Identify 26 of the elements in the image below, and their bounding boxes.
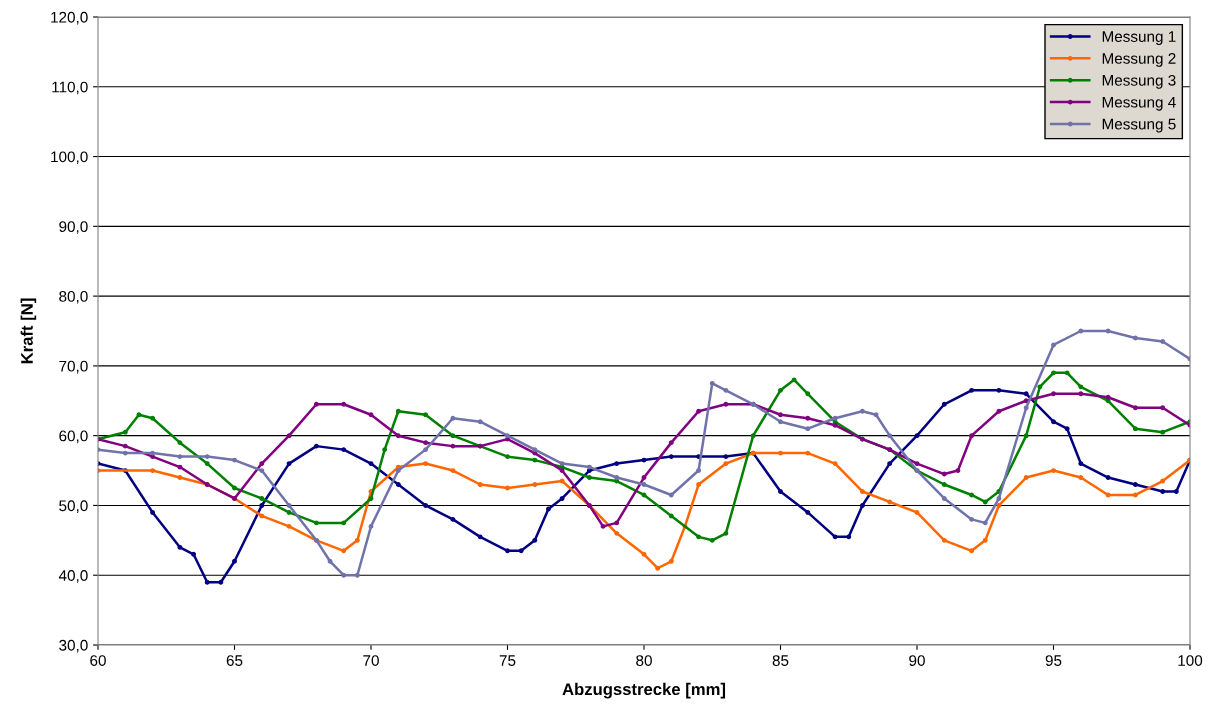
x-tick-label: 90 (909, 655, 925, 666)
legend-label: Messung 3 (1102, 74, 1176, 89)
y-tick-label: 110,0 (52, 81, 88, 95)
x-axis-title: Abzugsstrecke [mm] (562, 682, 726, 699)
y-tick-label: 90,0 (59, 221, 88, 234)
y-tick-label: 120,0 (51, 11, 88, 25)
y-tick-label: 100,0 (51, 151, 88, 165)
legend-label: Messung 5 (1102, 118, 1176, 133)
y-tick-label: 80,0 (59, 290, 88, 304)
y-tick-label: 40,0 (58, 570, 88, 583)
x-tick-label: 60 (90, 655, 106, 666)
legend-label: Messung 1 (1102, 31, 1176, 45)
y-tick-label: 50,0 (59, 500, 88, 513)
x-tick-label: 95 (1045, 655, 1062, 666)
x-tick-label: 100 (1178, 655, 1203, 666)
legend-label: Messung 4 (1102, 96, 1176, 111)
x-tick-label: 75 (499, 655, 516, 666)
y-tick-label: 70,0 (59, 360, 88, 374)
x-tick-label: 70 (363, 655, 379, 666)
y-tick-label: 60,0 (59, 430, 88, 444)
x-tick-label: 65 (226, 655, 243, 666)
legend-label: Messung 2 (1102, 53, 1176, 67)
x-tick-label: 80 (636, 655, 652, 666)
y-tick-label: 30,0 (59, 639, 88, 653)
x-tick-label: 85 (772, 655, 789, 666)
y-axis-title: Kraft [N] (20, 298, 37, 364)
